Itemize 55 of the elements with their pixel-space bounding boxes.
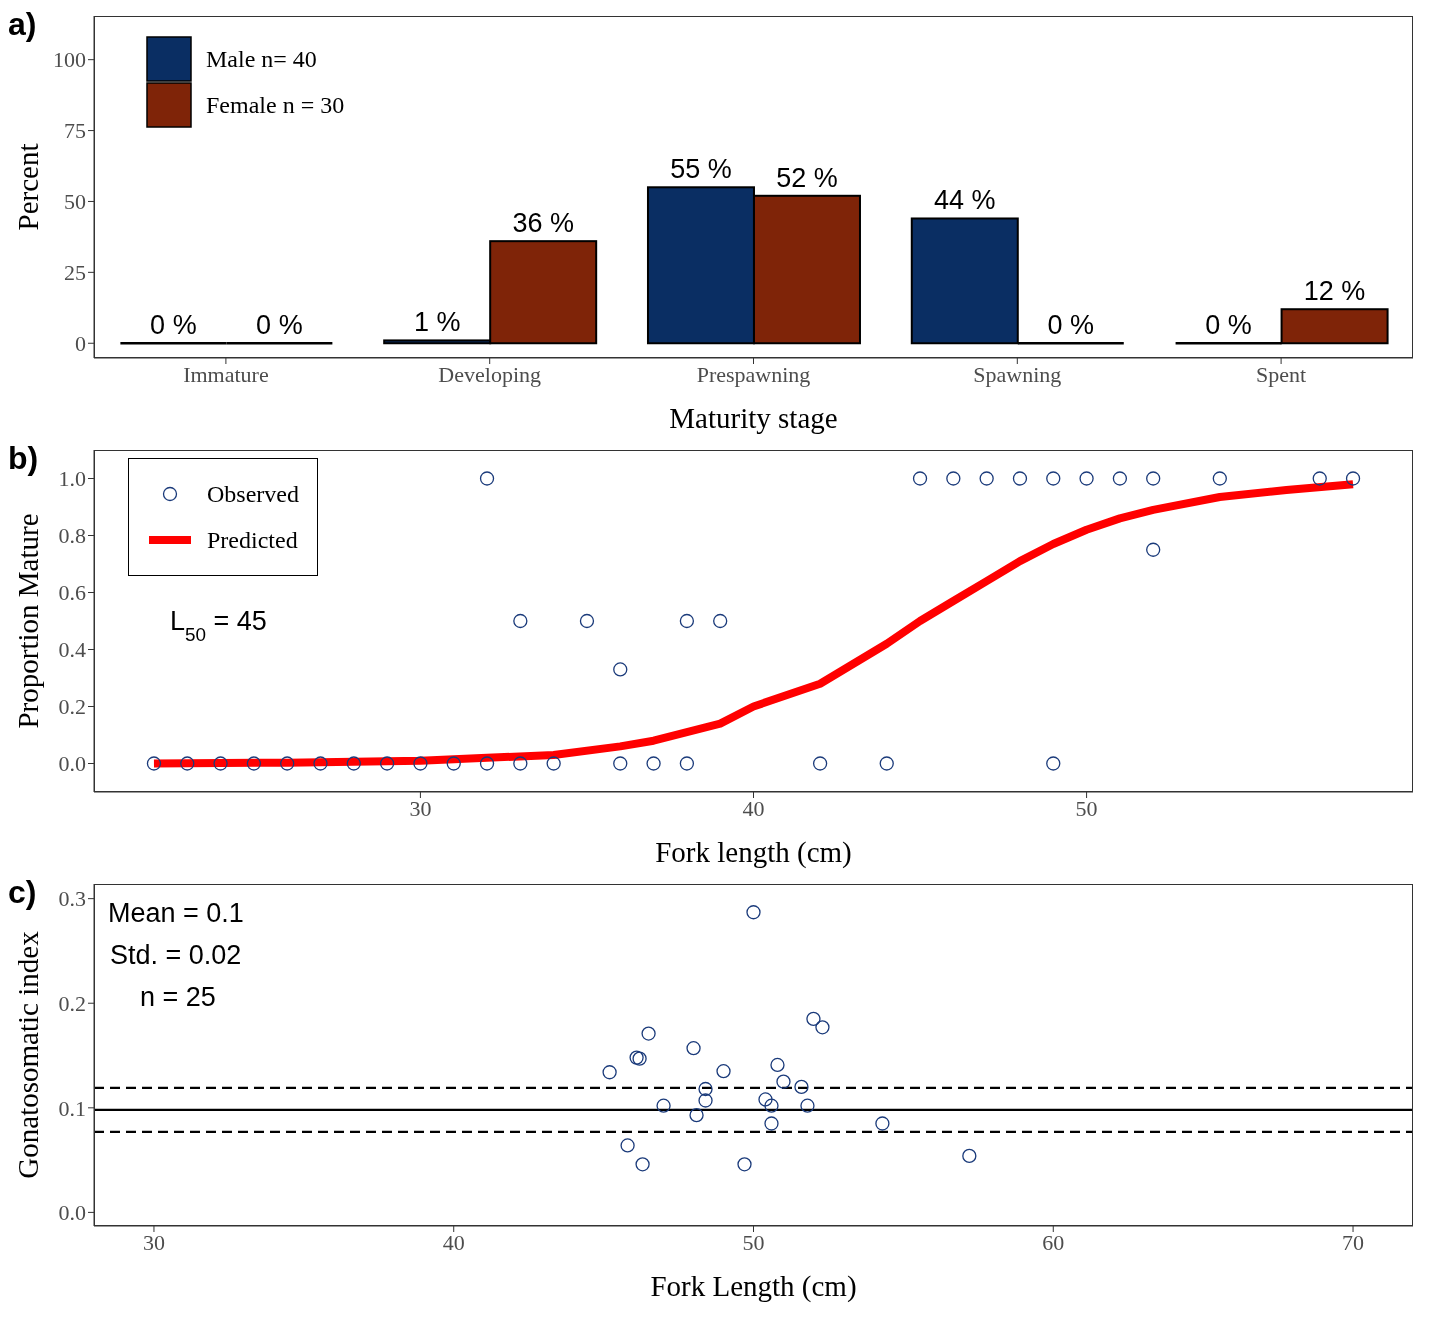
data-label: 0 % <box>1047 310 1095 341</box>
y-tick-label: 0.0 <box>58 751 86 777</box>
x-tick-label: 50 <box>1075 795 1098 821</box>
text: c) <box>8 874 37 910</box>
x-tick-label: Immature <box>183 361 269 387</box>
annotation: n = 25 <box>140 982 216 1012</box>
x-tick-label: 40 <box>442 1229 465 1255</box>
data-label: 0 % <box>1205 310 1252 341</box>
annotation: L$_{50}$ = 45 <box>170 606 267 645</box>
x-tick-label: Spent <box>1256 361 1307 387</box>
data-label: 1 % <box>413 307 461 338</box>
y-tick-label: 100 <box>53 47 86 73</box>
data-label: 36 % <box>512 208 574 239</box>
y-tick-label: 1.0 <box>58 466 86 492</box>
x-tick-label: 40 <box>742 795 765 821</box>
x-axis-title: Maturity stage <box>669 402 838 434</box>
y-tick-label: 0.2 <box>58 991 86 1017</box>
legend-label: Male n= 40 <box>206 45 317 73</box>
y-tick-label: 0.8 <box>58 523 86 549</box>
legend-label: Predicted <box>207 526 298 554</box>
y-axis-title: Gonatosomatic index <box>12 930 45 1179</box>
x-tick-label: 70 <box>1342 1229 1365 1255</box>
x-tick-label: 30 <box>409 795 432 821</box>
y-tick-label: 25 <box>64 260 86 286</box>
y-tick-label: 0.4 <box>58 637 86 663</box>
y-tick-label: 0.1 <box>58 1095 86 1121</box>
y-tick-label: 0.2 <box>58 694 86 720</box>
annotation: Std. = 0.02 <box>110 940 242 970</box>
x-tick-label: Spawning <box>973 361 1062 387</box>
x-tick-label: 60 <box>1042 1229 1065 1255</box>
x-axis-title: Fork Length (cm) <box>650 1270 857 1303</box>
x-tick-label: Developing <box>438 361 542 387</box>
y-tick-label: 0.0 <box>58 1200 86 1226</box>
data-label: 0 % <box>150 310 197 341</box>
y-axis-title: Percent <box>12 143 45 231</box>
y-tick-label: 0.3 <box>58 886 86 912</box>
text: a) <box>8 6 37 42</box>
data-label: 0 % <box>256 310 303 341</box>
x-tick-label: 30 <box>142 1229 165 1255</box>
x-tick-label: Prespawning <box>696 361 811 387</box>
data-label: 52 % <box>776 162 838 193</box>
text: b) <box>8 440 39 476</box>
legend-label: Observed <box>207 480 299 508</box>
x-axis-title: Fork length (cm) <box>655 836 852 869</box>
data-label: 12 % <box>1303 276 1366 307</box>
y-tick-label: 0.6 <box>58 580 86 606</box>
x-tick-label: 50 <box>742 1229 765 1255</box>
data-label: 55 % <box>670 154 732 185</box>
y-tick-label: 0 <box>75 331 86 357</box>
data-label: 44 % <box>934 185 996 216</box>
legend-label: Female n = 30 <box>206 91 345 119</box>
y-axis-title: Proportion Mature <box>12 513 45 729</box>
y-tick-label: 50 <box>64 189 86 215</box>
annotation: Mean = 0.1 <box>108 898 244 928</box>
y-tick-label: 75 <box>64 118 86 144</box>
